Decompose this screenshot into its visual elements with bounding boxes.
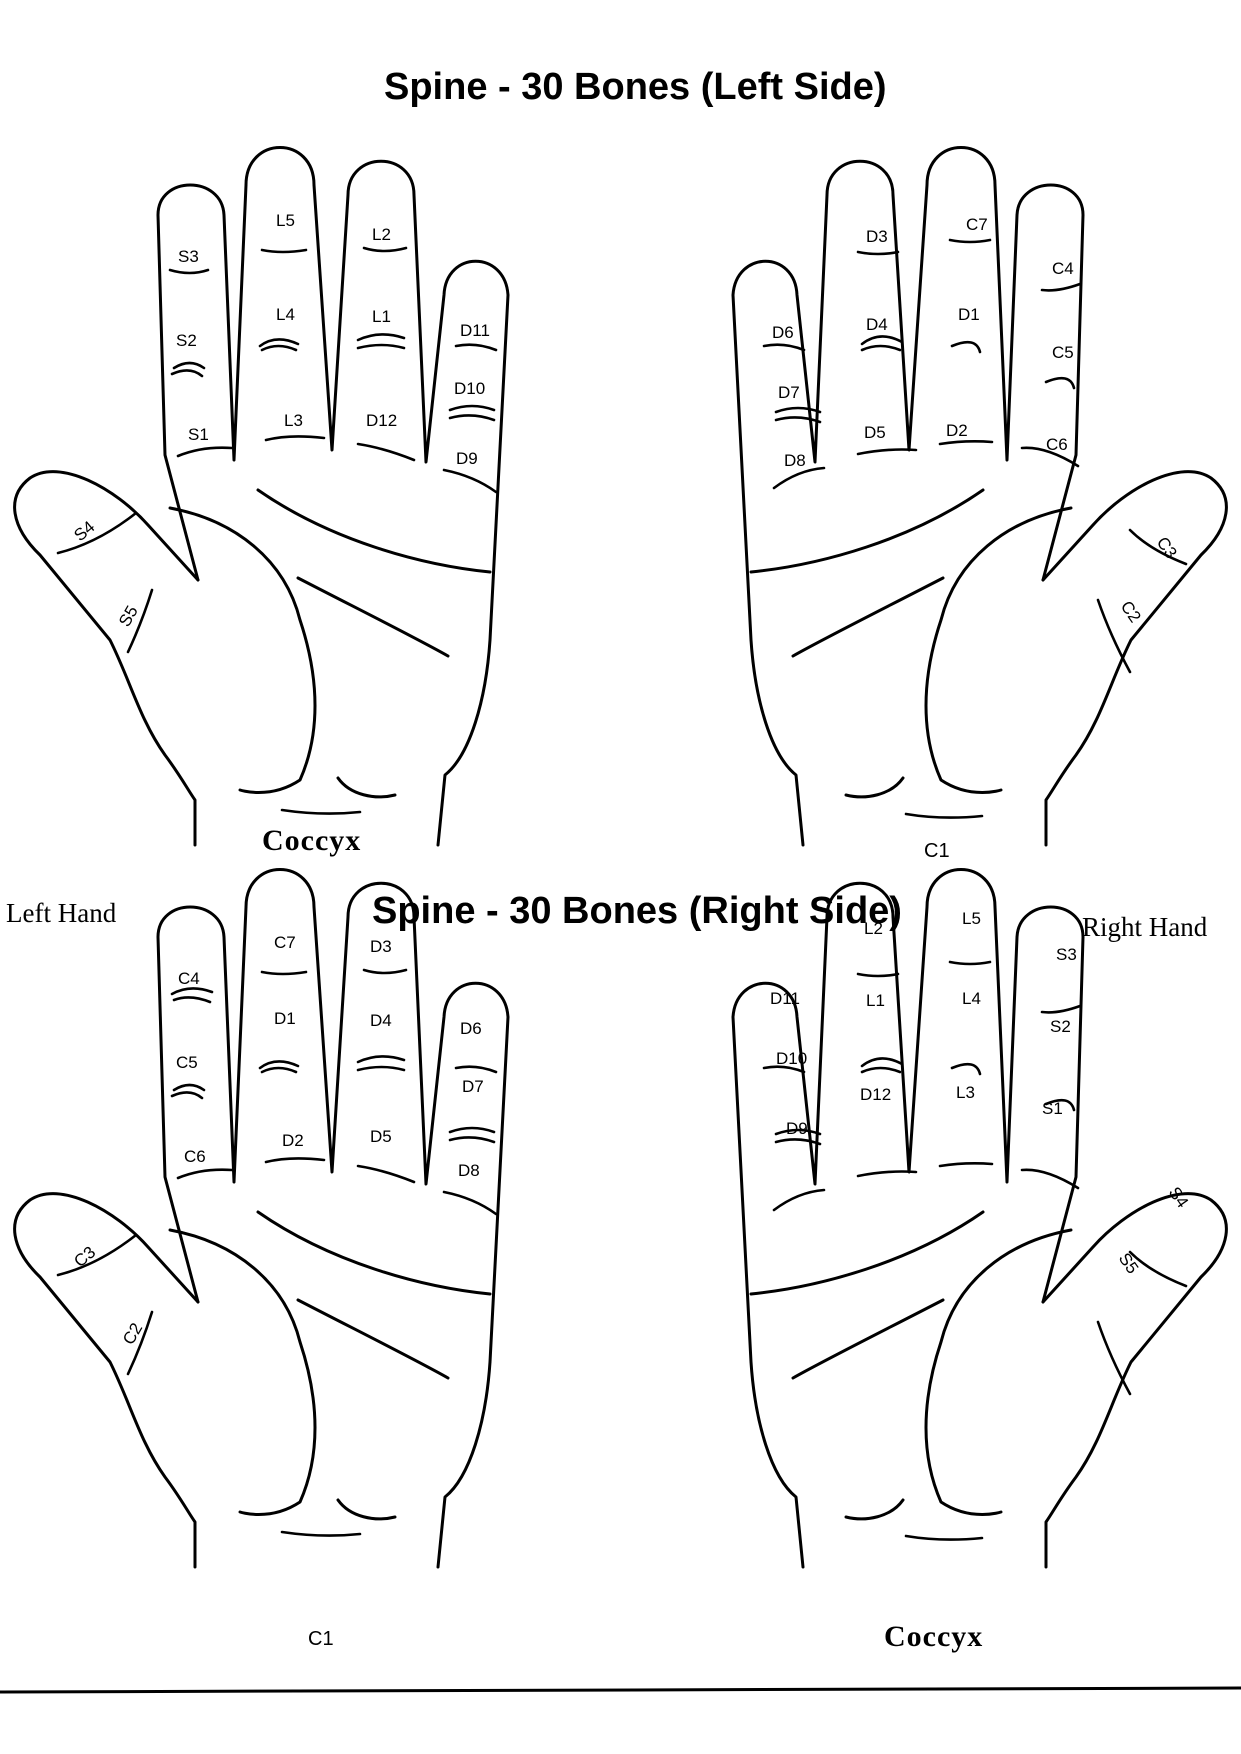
top-right-label-13: C2 <box>1117 597 1145 626</box>
bottom-left-label-10: D7 <box>462 1077 484 1096</box>
bottom-right-label-11: S1 <box>1042 1099 1063 1118</box>
bottom-right-label-13: S5 <box>1115 1249 1142 1277</box>
top-title: Spine - 30 Bones (Left Side) <box>384 66 887 108</box>
top-right-label-0: D6 <box>772 323 794 342</box>
top-left-label-13: S5 <box>115 602 142 630</box>
top-left-label-1: S2 <box>176 331 197 350</box>
bottom-right-label-8: L3 <box>956 1083 975 1102</box>
bottom-left-label-5: D2 <box>282 1131 304 1150</box>
bottom-left-hand: C4 C5 C6 C7 D1 D2 D3 D4 D5 D6 D7 D8 C3 C… <box>13 868 510 1569</box>
top-right-label-2: D8 <box>784 451 806 470</box>
bottom-left-label-8: D5 <box>370 1127 392 1146</box>
bottom-left-label-4: D1 <box>274 1009 296 1028</box>
top-left-label-10: D10 <box>454 379 485 398</box>
top-right-label-7: D1 <box>958 305 980 324</box>
bottom-right-label-12: S4 <box>1165 1183 1192 1211</box>
top-right-label-1: D7 <box>778 383 800 402</box>
bottom-left-label-0: C4 <box>178 969 200 988</box>
bottom-right-label-5: D12 <box>860 1085 891 1104</box>
bottom-left-label-2: C6 <box>184 1147 206 1166</box>
bottom-left-label-3: C7 <box>274 933 296 952</box>
bottom-right-label-4: L1 <box>866 991 885 1010</box>
top-right-wrist-label: C1 <box>924 840 950 862</box>
top-left-label-2: S1 <box>188 425 209 444</box>
bottom-rule <box>0 1686 1241 1694</box>
bottom-right-label-1: D10 <box>776 1049 807 1068</box>
bottom-left-label-7: D4 <box>370 1011 392 1030</box>
bottom-right-label-9: S3 <box>1056 945 1077 964</box>
bottom-right-label-0: D11 <box>770 989 800 1008</box>
top-right-label-4: D4 <box>866 315 888 334</box>
bottom-left-label-11: D8 <box>458 1161 480 1180</box>
top-left-label-9: D11 <box>460 321 490 340</box>
top-left-label-11: D9 <box>456 449 478 468</box>
top-right-label-11: C6 <box>1046 435 1068 454</box>
top-right-label-10: C5 <box>1052 343 1074 362</box>
bottom-right-label-3: L2 <box>864 919 883 938</box>
top-right-label-5: D5 <box>864 423 886 442</box>
top-right-label-3: D3 <box>866 227 888 246</box>
top-left-label-6: L2 <box>372 225 391 244</box>
bottom-left-wrist-label: C1 <box>308 1628 334 1650</box>
bottom-right-hand: D11 D10 D9 L2 L1 D12 L5 L4 L3 S3 S2 S1 S… <box>731 868 1228 1569</box>
bottom-right-label-6: L5 <box>962 909 981 928</box>
bottom-right-label-10: S2 <box>1050 1017 1071 1036</box>
top-left-hand: S3 S2 S1 L5 L4 L3 L2 L1 D12 D11 D10 D9 S… <box>13 146 510 847</box>
top-left-label-5: L3 <box>284 411 303 430</box>
top-right-label-8: D2 <box>946 421 968 440</box>
top-right-label-12: C3 <box>1153 533 1181 562</box>
top-right-label-6: C7 <box>966 215 988 234</box>
top-left-label-8: D12 <box>366 411 397 430</box>
bottom-title: Spine - 30 Bones (Right Side) <box>372 890 902 932</box>
bottom-right-label-7: L4 <box>962 989 981 1008</box>
top-left-label-0: S3 <box>178 247 199 266</box>
top-left-label-4: L4 <box>276 305 295 324</box>
top-left-wrist-label: Coccyx <box>262 824 362 857</box>
bottom-left-label-1: C5 <box>176 1053 198 1072</box>
left-hand-caption: Left Hand <box>6 898 117 928</box>
bottom-left-label-9: D6 <box>460 1019 482 1038</box>
top-right-label-9: C4 <box>1052 259 1074 278</box>
bottom-left-label-12: C3 <box>70 1243 99 1272</box>
right-hand-caption: Right Hand <box>1082 912 1208 942</box>
top-left-label-3: L5 <box>276 211 295 230</box>
bottom-left-label-6: D3 <box>370 937 392 956</box>
bottom-right-wrist-label: Coccyx <box>884 1620 984 1653</box>
bottom-right-label-2: D9 <box>786 1119 808 1138</box>
top-left-label-7: L1 <box>372 307 391 326</box>
top-right-hand: D6 D7 D8 D3 D4 D5 C7 D1 D2 C4 C5 C6 C3 C… <box>731 146 1228 847</box>
